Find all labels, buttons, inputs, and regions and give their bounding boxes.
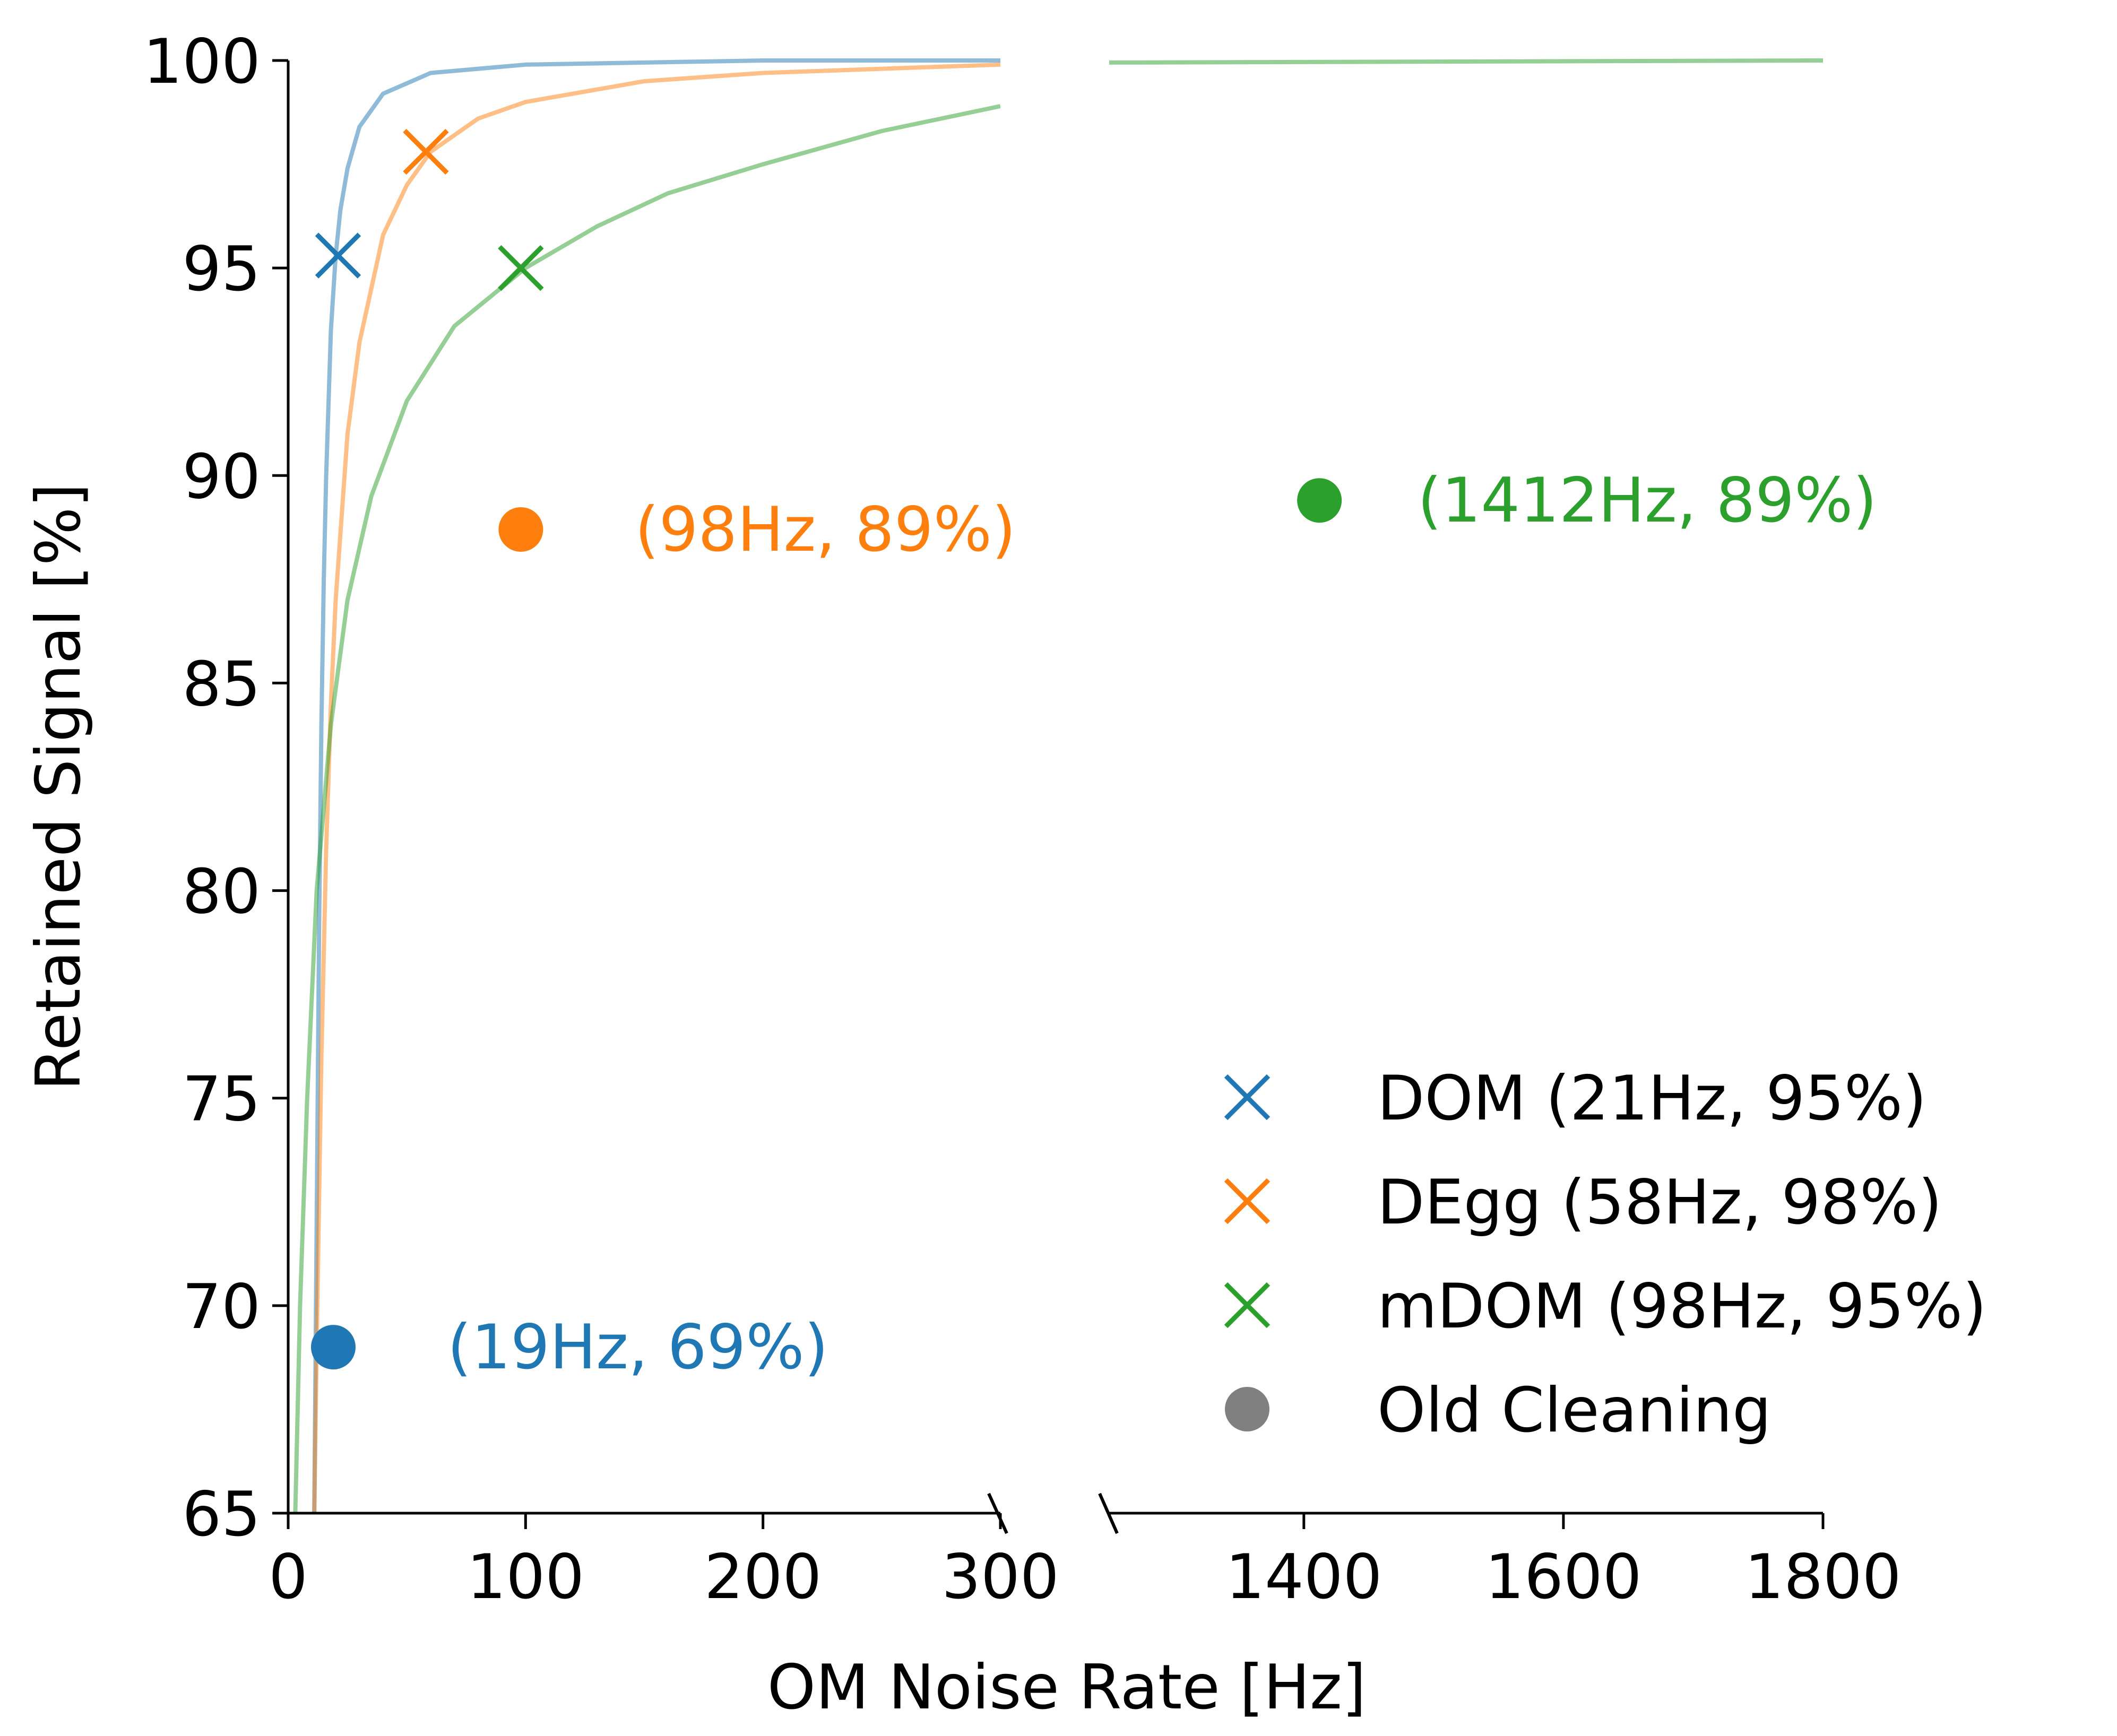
x-tick-label: 200 — [704, 1541, 822, 1613]
legend-label: mDOM (98Hz, 95%) — [1377, 1271, 1986, 1342]
legend-marker-2-stroke-b — [1224, 1282, 1271, 1329]
curves-right — [1109, 58, 1823, 65]
legend: DOM (21Hz, 95%) DEgg (58Hz, 98%) mDOM (98H… — [1224, 1063, 1986, 1446]
marker-old-degg — [498, 507, 543, 552]
marker-x-dom — [315, 232, 361, 279]
y-tick-label: 70 — [182, 1271, 261, 1343]
x-tick-label: 0 — [269, 1541, 308, 1613]
legend-marker-0-stroke-b — [1224, 1074, 1271, 1121]
y-tick-label: 100 — [143, 26, 261, 98]
marker-x-mdom-stroke-b — [498, 245, 544, 291]
legend-marker-0 — [1224, 1074, 1271, 1121]
curve-dom — [312, 58, 1000, 1514]
marker-x-degg — [403, 128, 449, 175]
y-axis-label: Retained Signal [%] — [23, 483, 94, 1091]
axis-break-mark-left — [987, 1492, 1008, 1534]
legend-label: Old Cleaning — [1377, 1375, 1772, 1446]
marker-old-dom — [310, 1325, 356, 1370]
legend-label: DOM (21Hz, 95%) — [1377, 1063, 1926, 1134]
x-tick-label: 1800 — [1744, 1541, 1901, 1613]
legend-marker-1-stroke-b — [1224, 1178, 1271, 1225]
axis-break-mark-right — [1098, 1492, 1119, 1534]
marker-x-mdom — [498, 245, 544, 291]
axes: 65 70 75 80 85 90 95 100 0 100 200 300 1400 1600 1800 O… — [23, 26, 1902, 1723]
curve-mdom — [293, 104, 1000, 1514]
annotation-mdom: (1412Hz, 89%) — [1418, 465, 1877, 536]
x-tick-label: 100 — [467, 1541, 584, 1613]
annotation-dom: (19Hz, 69%) — [447, 1312, 828, 1383]
y-tick-label: 80 — [182, 856, 261, 928]
curve-mdom-right — [1109, 58, 1823, 65]
legend-marker-2 — [1224, 1282, 1271, 1329]
legend-marker-3 — [1225, 1387, 1269, 1431]
marks: (19Hz, 69%) (98Hz, 89%) (1412Hz, 89%) — [310, 128, 1877, 1383]
curve-degg — [312, 62, 1000, 1514]
annotation-degg: (98Hz, 89%) — [635, 494, 1016, 566]
x-tick-label: 300 — [941, 1541, 1059, 1613]
marker-old-mdom — [1297, 478, 1342, 523]
y-tick-label: 65 — [182, 1479, 261, 1550]
legend-label: DEgg (58Hz, 98%) — [1377, 1167, 1942, 1238]
y-tick-label: 75 — [182, 1064, 261, 1135]
x-axis-label: OM Noise Rate [Hz] — [767, 1652, 1366, 1723]
marker-x-degg-stroke-b — [403, 128, 449, 175]
legend-marker-1 — [1224, 1178, 1271, 1225]
y-tick-label: 90 — [182, 441, 261, 513]
x-tick-label: 1600 — [1485, 1541, 1641, 1613]
marker-x-dom-stroke-b — [315, 232, 361, 279]
x-tick-label: 1400 — [1225, 1541, 1382, 1613]
curves-left — [293, 58, 1000, 1514]
y-tick-label: 85 — [182, 648, 261, 720]
y-tick-label: 95 — [182, 233, 261, 305]
